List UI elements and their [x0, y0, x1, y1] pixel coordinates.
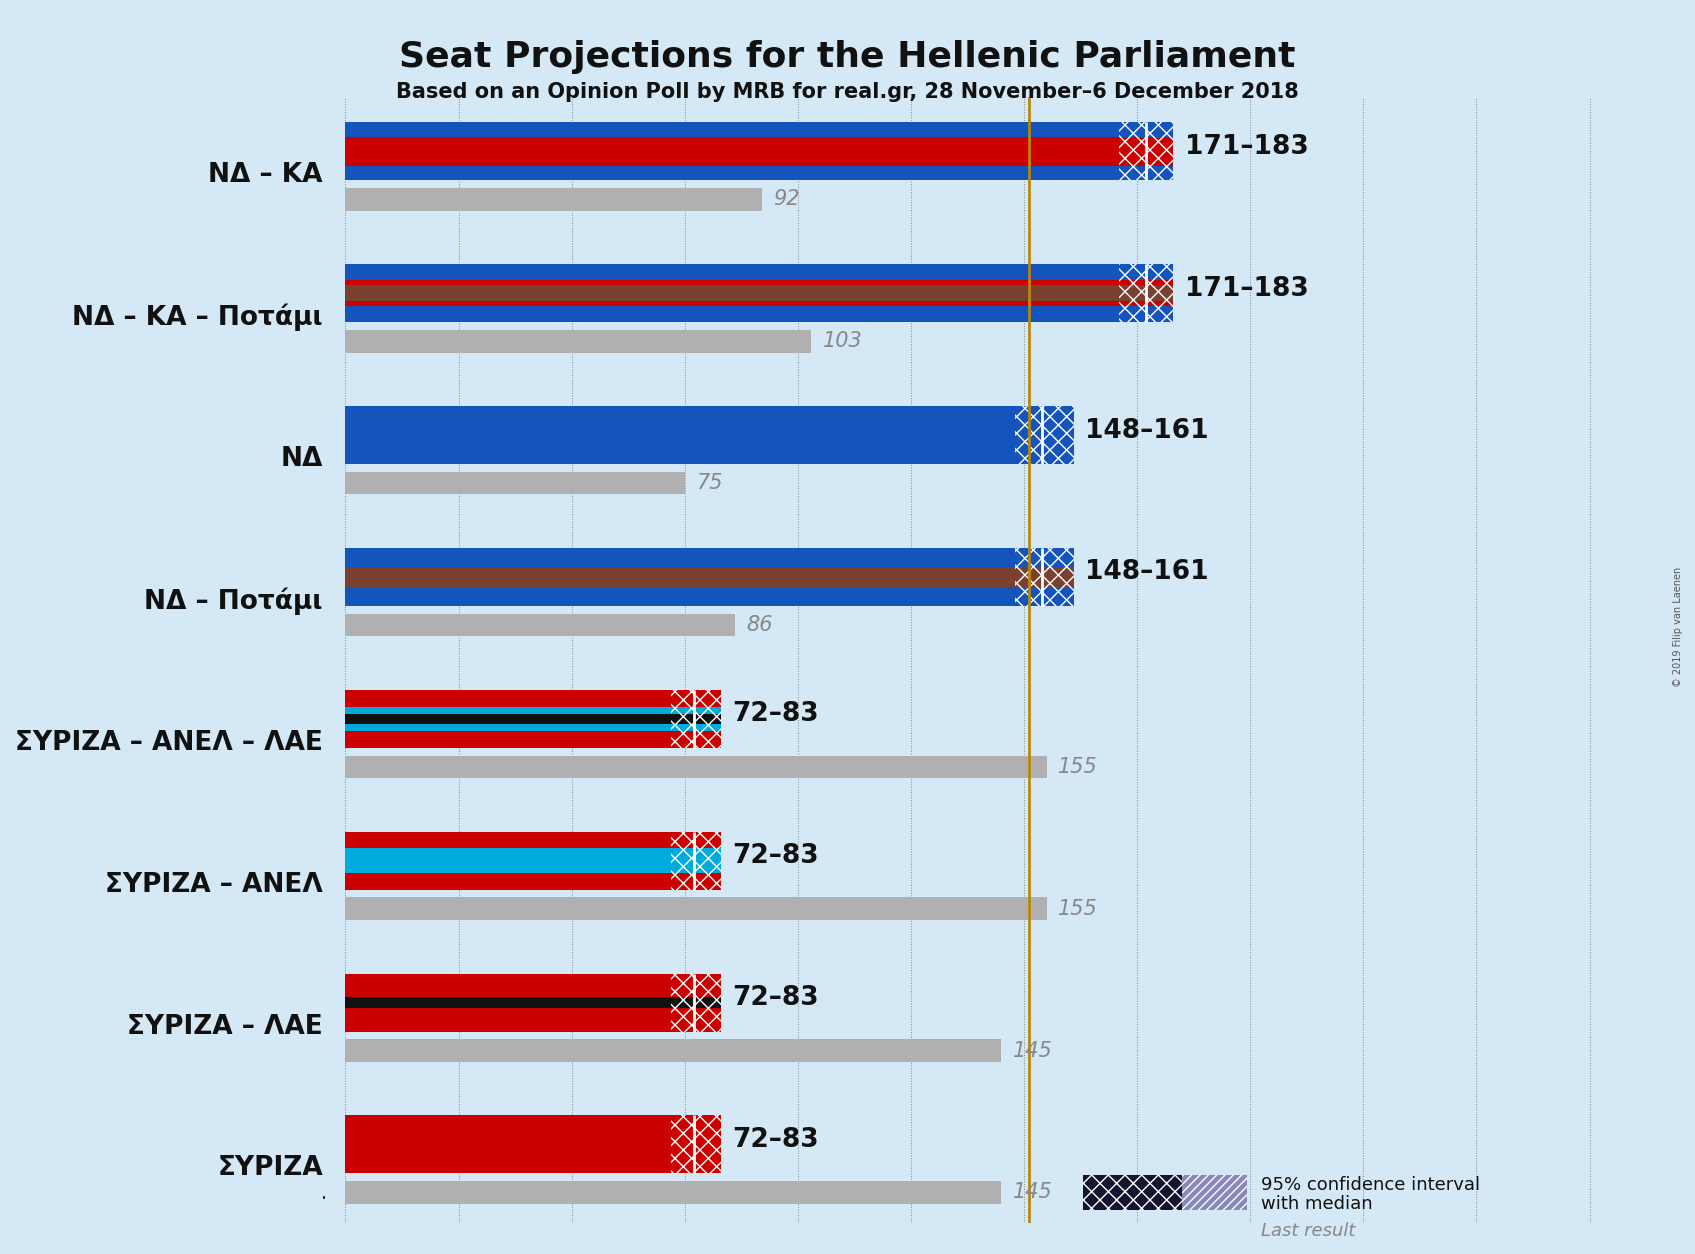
Bar — [1183, 1175, 1248, 1210]
Text: with median: with median — [1261, 1195, 1373, 1213]
Bar — [346, 406, 1075, 464]
Bar — [1119, 137, 1173, 166]
Text: Last result: Last result — [1261, 1223, 1354, 1240]
Bar — [346, 548, 1075, 606]
Bar — [346, 265, 1173, 322]
Bar — [346, 831, 720, 889]
Text: Based on an Opinion Poll by MRB for real.gr, 28 November–6 December 2018: Based on an Opinion Poll by MRB for real… — [397, 82, 1298, 102]
Bar — [1119, 280, 1173, 306]
Bar — [1119, 265, 1173, 322]
Bar — [346, 849, 720, 873]
Bar — [1015, 567, 1075, 587]
Bar — [671, 831, 720, 889]
Bar — [346, 690, 720, 747]
Text: 75: 75 — [697, 473, 722, 493]
Text: ΝΔ – ΚΑ – Ποτάμι: ΝΔ – ΚΑ – Ποτάμι — [73, 303, 322, 331]
Text: ΝΔ – Ποτάμι: ΝΔ – Ποτάμι — [144, 587, 322, 614]
Bar — [1083, 1224, 1248, 1239]
Text: 72–83: 72–83 — [732, 986, 819, 1011]
Bar — [671, 973, 720, 1032]
Text: 92: 92 — [773, 189, 800, 209]
Bar — [346, 1040, 1002, 1062]
Text: 148–161: 148–161 — [1085, 559, 1209, 586]
Bar — [1083, 1175, 1183, 1210]
Text: ΣΥΡΙΖΑ – ΛΑΕ: ΣΥΡΙΖΑ – ΛΑΕ — [127, 1013, 322, 1040]
Bar — [671, 849, 720, 873]
Text: 95% confidence interval: 95% confidence interval — [1261, 1176, 1480, 1194]
Bar — [346, 280, 1173, 306]
Bar — [346, 613, 734, 636]
Text: 155: 155 — [1058, 757, 1098, 776]
Text: 72–83: 72–83 — [732, 843, 819, 869]
Bar — [346, 285, 1173, 301]
Bar — [346, 1115, 720, 1174]
Text: Seat Projections for the Hellenic Parliament: Seat Projections for the Hellenic Parlia… — [400, 40, 1295, 74]
Bar — [671, 997, 720, 1008]
Text: 86: 86 — [746, 614, 773, 635]
Bar — [671, 690, 720, 747]
Bar — [346, 567, 1075, 587]
Text: 155: 155 — [1058, 899, 1098, 919]
Bar — [346, 330, 812, 352]
Bar — [346, 137, 1173, 166]
Text: 72–83: 72–83 — [732, 701, 819, 727]
Bar — [1015, 406, 1075, 464]
Text: 171–183: 171–183 — [1185, 276, 1309, 302]
Bar — [346, 714, 720, 724]
Text: ΝΔ: ΝΔ — [280, 446, 322, 472]
Bar — [671, 706, 720, 731]
Bar — [346, 973, 720, 1032]
Text: 171–183: 171–183 — [1185, 134, 1309, 159]
Text: ΝΔ – ΚΑ: ΝΔ – ΚΑ — [208, 162, 322, 188]
Text: 148–161: 148–161 — [1085, 418, 1209, 444]
Bar — [1119, 123, 1173, 181]
Text: 145: 145 — [1012, 1041, 1053, 1061]
Bar — [346, 756, 1048, 779]
Bar — [1119, 285, 1173, 301]
Bar — [1015, 548, 1075, 606]
Bar — [346, 472, 685, 494]
Text: ΣΥΡΙΖΑ: ΣΥΡΙΖΑ — [217, 1155, 322, 1181]
Bar — [346, 997, 720, 1008]
Bar — [346, 123, 1173, 181]
Text: © 2019 Filip van Laenen: © 2019 Filip van Laenen — [1673, 567, 1683, 687]
Bar — [346, 898, 1048, 920]
Text: 72–83: 72–83 — [732, 1127, 819, 1152]
Bar — [346, 188, 761, 211]
Bar — [346, 1181, 1002, 1204]
Bar — [671, 1115, 720, 1174]
Text: 103: 103 — [822, 331, 863, 351]
Text: ΣΥΡΙΖΑ – ΑΝΕΛ: ΣΥΡΙΖΑ – ΑΝΕΛ — [105, 872, 322, 898]
Bar — [346, 706, 720, 731]
Bar — [671, 714, 720, 724]
Text: 145: 145 — [1012, 1183, 1053, 1203]
Text: ΣΥΡΙΖΑ – ΑΝΕΛ – ΛΑΕ: ΣΥΡΙΖΑ – ΑΝΕΛ – ΛΑΕ — [15, 730, 322, 756]
